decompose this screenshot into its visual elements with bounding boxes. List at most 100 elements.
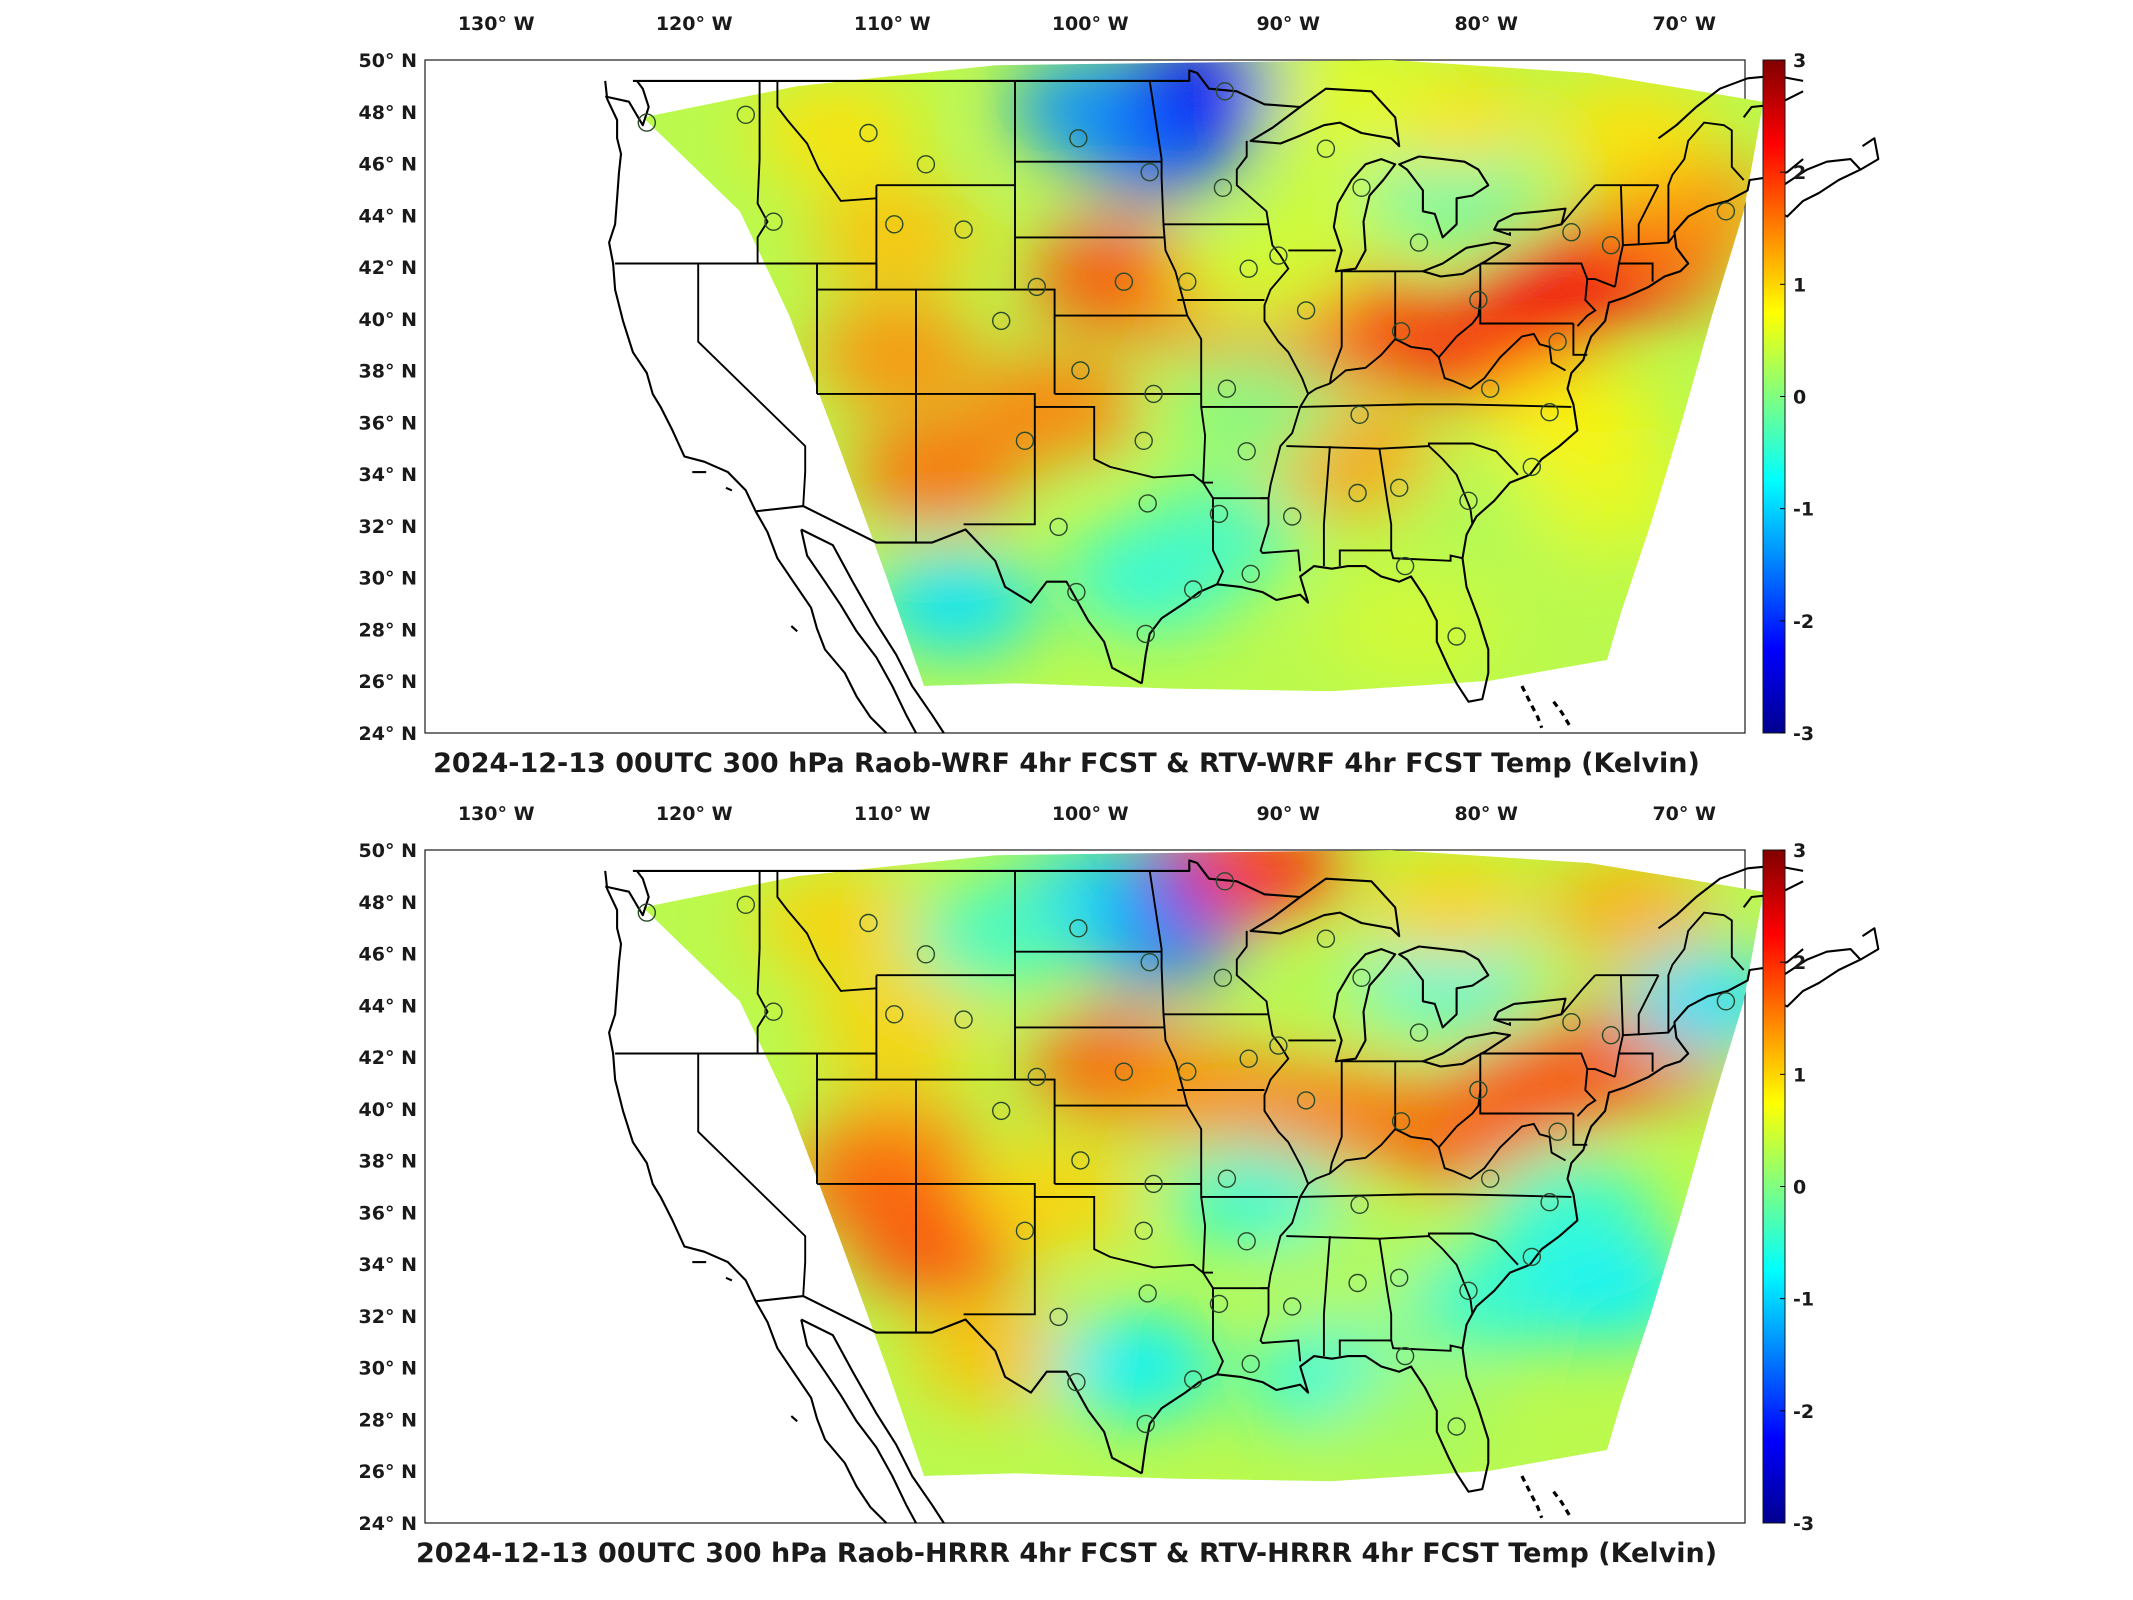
raob-station-marker <box>1352 178 1371 198</box>
coastline <box>800 1319 917 1524</box>
longitude-tick-label: 70° W <box>1652 803 1716 825</box>
raob-station-marker <box>1138 1284 1157 1303</box>
great-lake-outline <box>1332 158 1397 273</box>
state-borders <box>615 80 1745 585</box>
raob-station-marker <box>1213 178 1233 198</box>
latitude-tick-label: 46° N <box>359 154 417 176</box>
state-border <box>1479 1090 1574 1115</box>
state-border <box>1572 323 1588 356</box>
coastline <box>755 505 1143 685</box>
raob-station-marker <box>1459 1281 1478 1300</box>
raob-station-marker <box>1067 1372 1086 1392</box>
great-lake-outline <box>1249 877 1401 938</box>
island <box>725 486 733 492</box>
state-border <box>1300 1193 1572 1198</box>
raob-station-marker <box>1237 442 1256 461</box>
great-lake-outline <box>1398 945 1490 1029</box>
map-panel-wrf: 130° W 120° W 110° W 100° W 90° W 80° W 70° W 5… <box>0 0 2133 790</box>
raob-station-marker <box>1395 1346 1415 1366</box>
state-border <box>1300 403 1572 408</box>
raob-station-marker <box>916 945 936 964</box>
latitude-tick-label: 40° N <box>359 309 417 331</box>
colorbar-tick-label: -2 <box>1793 611 1814 633</box>
raob-station-marker <box>1049 517 1068 537</box>
state-border <box>1307 382 1331 395</box>
latitude-tick-label: 34° N <box>359 1254 417 1276</box>
colorbar-tick-label: -2 <box>1793 1401 1814 1423</box>
map-figure-hrrr: 130° W 120° W 110° W 100° W 90° W 80° W 70° W 5… <box>359 803 1880 1535</box>
latitude-tick-label: 44° N <box>359 205 417 227</box>
raob-station-marker <box>1049 1307 1068 1327</box>
state-border <box>1637 184 1660 246</box>
map-panel-hrrr: 130° W 120° W 110° W 100° W 90° W 80° W 70° W 5… <box>0 790 2133 1600</box>
raob-station-marker <box>1183 580 1203 599</box>
state-border <box>1480 262 1616 288</box>
coastline <box>1859 927 1880 961</box>
raob-station-marker <box>1114 272 1134 291</box>
temperature-field <box>642 60 1764 692</box>
raob-station-marker <box>1144 384 1163 404</box>
raob-station-marker <box>1282 507 1302 526</box>
coastline <box>604 80 888 734</box>
raob-station-marker <box>1134 1221 1153 1240</box>
coastline <box>1766 158 1862 218</box>
state-border <box>1493 228 1511 237</box>
state-border <box>1338 1238 1393 1357</box>
raob-station-marker <box>1469 1080 1488 1100</box>
state-border <box>1235 930 1310 1362</box>
raob-station-marker <box>1389 1268 1409 1287</box>
raob-station-marker <box>1144 1174 1163 1194</box>
colorbar-tick-label: -1 <box>1793 1289 1814 1311</box>
state-border <box>1667 911 1745 1033</box>
raob-station-marker <box>1015 431 1035 450</box>
raob-station-marker <box>954 1010 973 1029</box>
raob-station-marker <box>1136 1414 1155 1434</box>
state-border <box>1437 332 1566 390</box>
island <box>790 1415 798 1423</box>
raob-station-marker <box>1352 968 1371 988</box>
state-border <box>875 975 917 1333</box>
raob-station-marker <box>1480 379 1500 398</box>
state-border <box>1428 445 1474 525</box>
colorbar-tick-label: -3 <box>1793 723 1814 745</box>
raob-station-marker <box>764 1002 783 1021</box>
state-border <box>1576 279 1597 327</box>
state-border <box>756 80 769 264</box>
raob-station-marker <box>1027 277 1047 297</box>
state-border <box>1148 80 1224 585</box>
state-border <box>1338 448 1393 567</box>
island <box>790 625 798 633</box>
state-border <box>1618 1052 1654 1072</box>
state-border <box>1479 300 1574 325</box>
great-lake-outline <box>1493 997 1567 1021</box>
colorbar-tick-label: -1 <box>1793 499 1814 521</box>
raob-station-marker <box>1067 582 1086 602</box>
raob-station-marker <box>1540 403 1559 422</box>
raob-station-marker <box>1562 222 1581 242</box>
state-border <box>1614 185 1624 288</box>
raob-station-marker <box>1136 624 1155 644</box>
island-chain <box>1552 1490 1571 1517</box>
raob-station-marker <box>916 155 936 174</box>
latitude-tick-label: 32° N <box>359 1306 417 1328</box>
colorbar-tick-label: 3 <box>1793 50 1806 72</box>
raob-station-marker <box>1540 1193 1559 1212</box>
raob-station-marker <box>1447 627 1466 646</box>
great-lake-outline <box>1249 87 1401 148</box>
coastline <box>1859 137 1880 171</box>
state-border <box>1034 1195 1204 1274</box>
raob-station-marker <box>1239 259 1258 278</box>
raob-station-marker <box>1027 1067 1047 1087</box>
coastline <box>1766 948 1862 1008</box>
coastline <box>604 80 650 127</box>
geography-outlines <box>604 859 1880 1524</box>
colorbar-tick-label: 2 <box>1793 952 1806 974</box>
raob-station-marker <box>1716 992 1736 1011</box>
raob-station-marker <box>1209 1294 1229 1314</box>
longitude-tick-label: 70° W <box>1652 13 1716 35</box>
raob-station-marker <box>1134 431 1153 450</box>
state-border <box>1560 184 1596 225</box>
state-border <box>1014 870 1056 1184</box>
longitude-tick-label: 100° W <box>1052 803 1129 825</box>
longitude-tick-label: 120° W <box>656 803 733 825</box>
